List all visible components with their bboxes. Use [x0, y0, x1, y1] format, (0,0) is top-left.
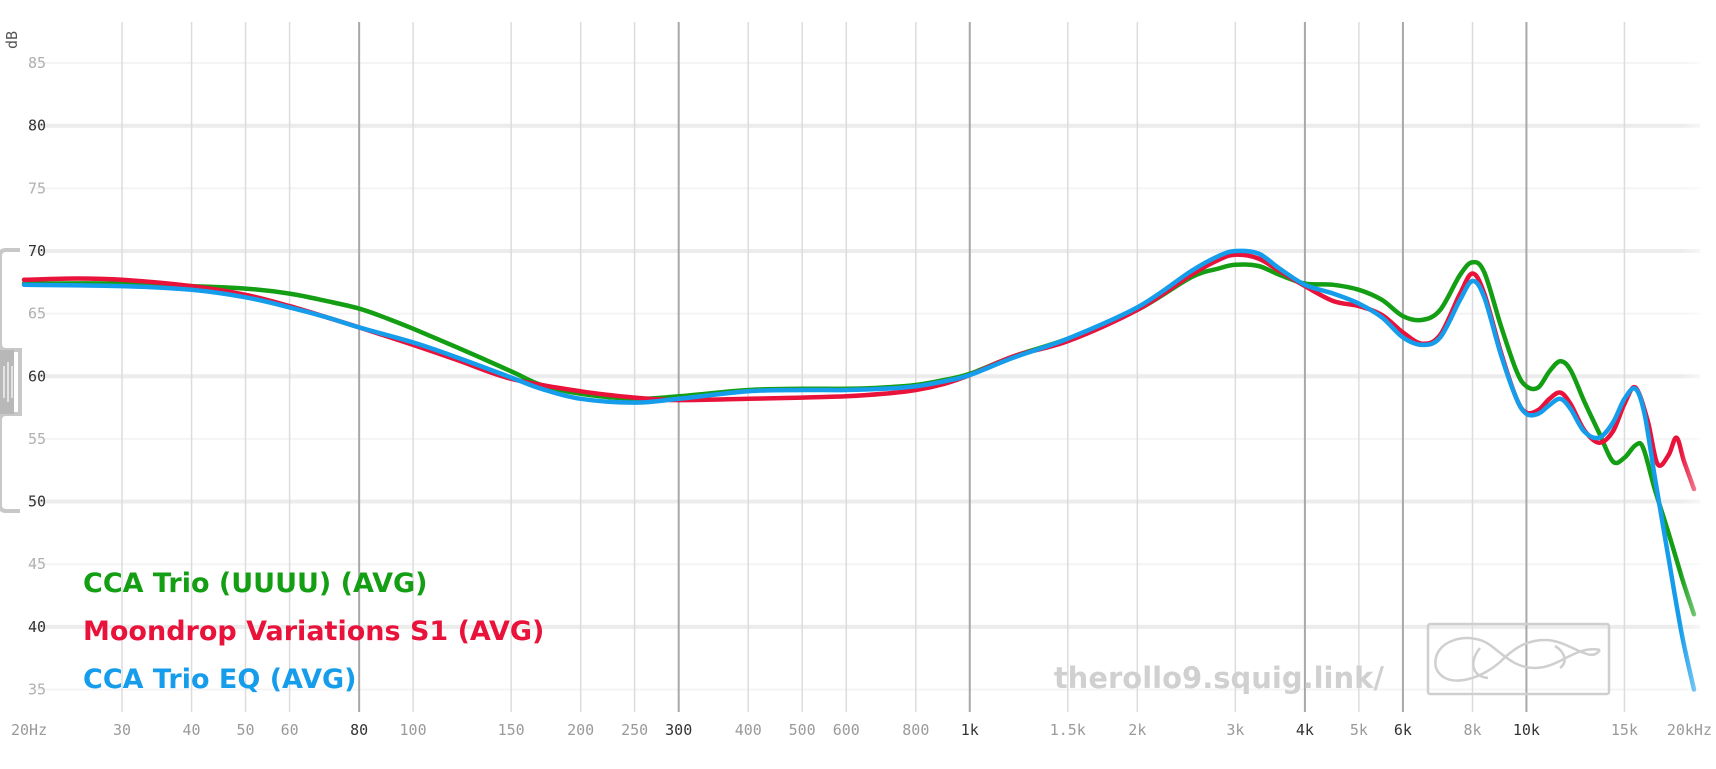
x-tick-label: 15k	[1611, 721, 1638, 739]
y-tick-label: 45	[28, 555, 46, 573]
x-tick-label: 80	[350, 721, 368, 739]
x-tick-label: 1k	[961, 721, 979, 739]
x-tick-label: 100	[400, 721, 427, 739]
legend-entry: CCA Trio (UUUU) (AVG)	[83, 568, 427, 599]
x-tick-label: 2k	[1128, 721, 1146, 739]
y-tick-label: 85	[28, 54, 46, 72]
x-tick-label: 30	[113, 721, 131, 739]
x-tick-label: 150	[498, 721, 525, 739]
x-tick-label: 50	[236, 721, 254, 739]
y-gridlines	[30, 62, 1700, 691]
y-tick-label: 55	[28, 430, 46, 448]
y-scale-drag-handle[interactable]	[0, 248, 22, 513]
series-lines	[21, 248, 1697, 692]
x-tick-label: 10k	[1513, 721, 1540, 739]
x-tick-label: 6k	[1394, 721, 1412, 739]
x-tick-label: 60	[281, 721, 299, 739]
legend: CCA Trio (UUUU) (AVG) Moondrop Variations…	[83, 568, 544, 695]
x-tick-label: 800	[902, 721, 929, 739]
x-tick-label: 400	[735, 721, 762, 739]
y-tick-label: 35	[28, 680, 46, 698]
x-tick-label: 250	[621, 721, 648, 739]
series-line-1	[21, 259, 1697, 617]
legend-entry: CCA Trio EQ (AVG)	[83, 664, 357, 695]
right-edge-fade	[1680, 0, 1716, 720]
x-gridlines	[121, 22, 1626, 712]
x-tick-label: 8k	[1463, 721, 1481, 739]
x-tick-label: 20kHz	[1667, 721, 1712, 739]
series-line-2	[21, 252, 1697, 492]
x-tick-label: 20Hz	[11, 721, 47, 739]
x-tick-label: 40	[183, 721, 201, 739]
x-tick-label: 600	[833, 721, 860, 739]
x-tick-label: 1.5k	[1050, 721, 1086, 739]
y-tick-label: 80	[28, 117, 46, 135]
x-tick-label: 300	[665, 721, 692, 739]
y-tick-label: 50	[28, 493, 46, 511]
series-line-3	[21, 248, 1697, 692]
x-tick-label: 3k	[1226, 721, 1244, 739]
y-tick-label: 40	[28, 618, 46, 636]
y-tick-label: 65	[28, 305, 46, 323]
y-tick-label: 75	[28, 179, 46, 197]
x-axis-tick-labels: 20Hz 30 40 50 60 80 100 150 200 250 300 400 500 600 80…	[11, 721, 1712, 739]
y-tick-label: 70	[28, 242, 46, 260]
legend-entry: Moondrop Variations S1 (AVG)	[83, 616, 544, 647]
x-tick-label: 5k	[1350, 721, 1368, 739]
y-axis-tick-labels: 85 80 75 70 65 60 55 50 45 40 35	[28, 54, 46, 698]
watermark-url: therollo9.squig.link/	[1054, 661, 1385, 695]
x-tick-label: 4k	[1296, 721, 1314, 739]
x-tick-label: 200	[567, 721, 594, 739]
x-tick-label: 500	[789, 721, 816, 739]
y-tick-label: 60	[28, 367, 46, 385]
squiglink-logo	[1426, 622, 1611, 696]
y-axis-label: dB	[3, 31, 21, 49]
